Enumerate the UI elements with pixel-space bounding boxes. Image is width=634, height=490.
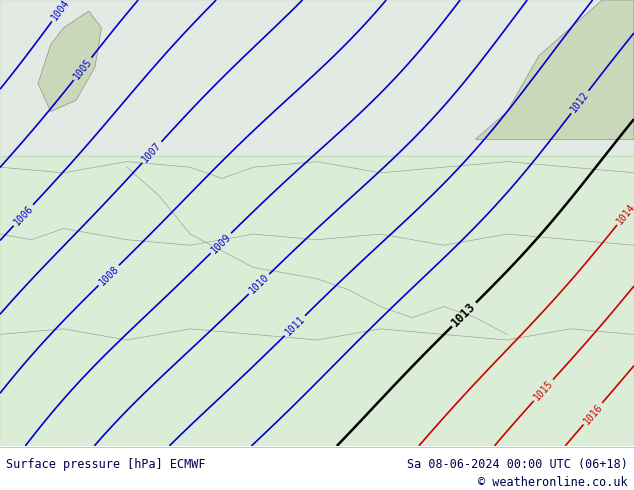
Polygon shape	[38, 11, 101, 112]
Text: 1005: 1005	[72, 56, 94, 81]
Text: 1016: 1016	[581, 402, 604, 426]
Text: Sa 08-06-2024 00:00 UTC (06+18): Sa 08-06-2024 00:00 UTC (06+18)	[407, 458, 628, 471]
Text: 1011: 1011	[283, 314, 307, 338]
Text: © weatheronline.co.uk: © weatheronline.co.uk	[478, 476, 628, 489]
Text: 1015: 1015	[532, 378, 555, 402]
Text: 1014: 1014	[615, 201, 634, 226]
Text: Surface pressure [hPa] ECMWF: Surface pressure [hPa] ECMWF	[6, 458, 206, 471]
Text: 1007: 1007	[140, 140, 164, 165]
Text: 1009: 1009	[209, 231, 233, 255]
Text: 1004: 1004	[49, 0, 72, 23]
Text: 1008: 1008	[97, 264, 120, 287]
Text: 1012: 1012	[569, 90, 591, 114]
Text: 1013: 1013	[450, 300, 479, 329]
Text: 1006: 1006	[11, 203, 35, 227]
Polygon shape	[476, 0, 634, 139]
Text: 1010: 1010	[247, 272, 271, 296]
